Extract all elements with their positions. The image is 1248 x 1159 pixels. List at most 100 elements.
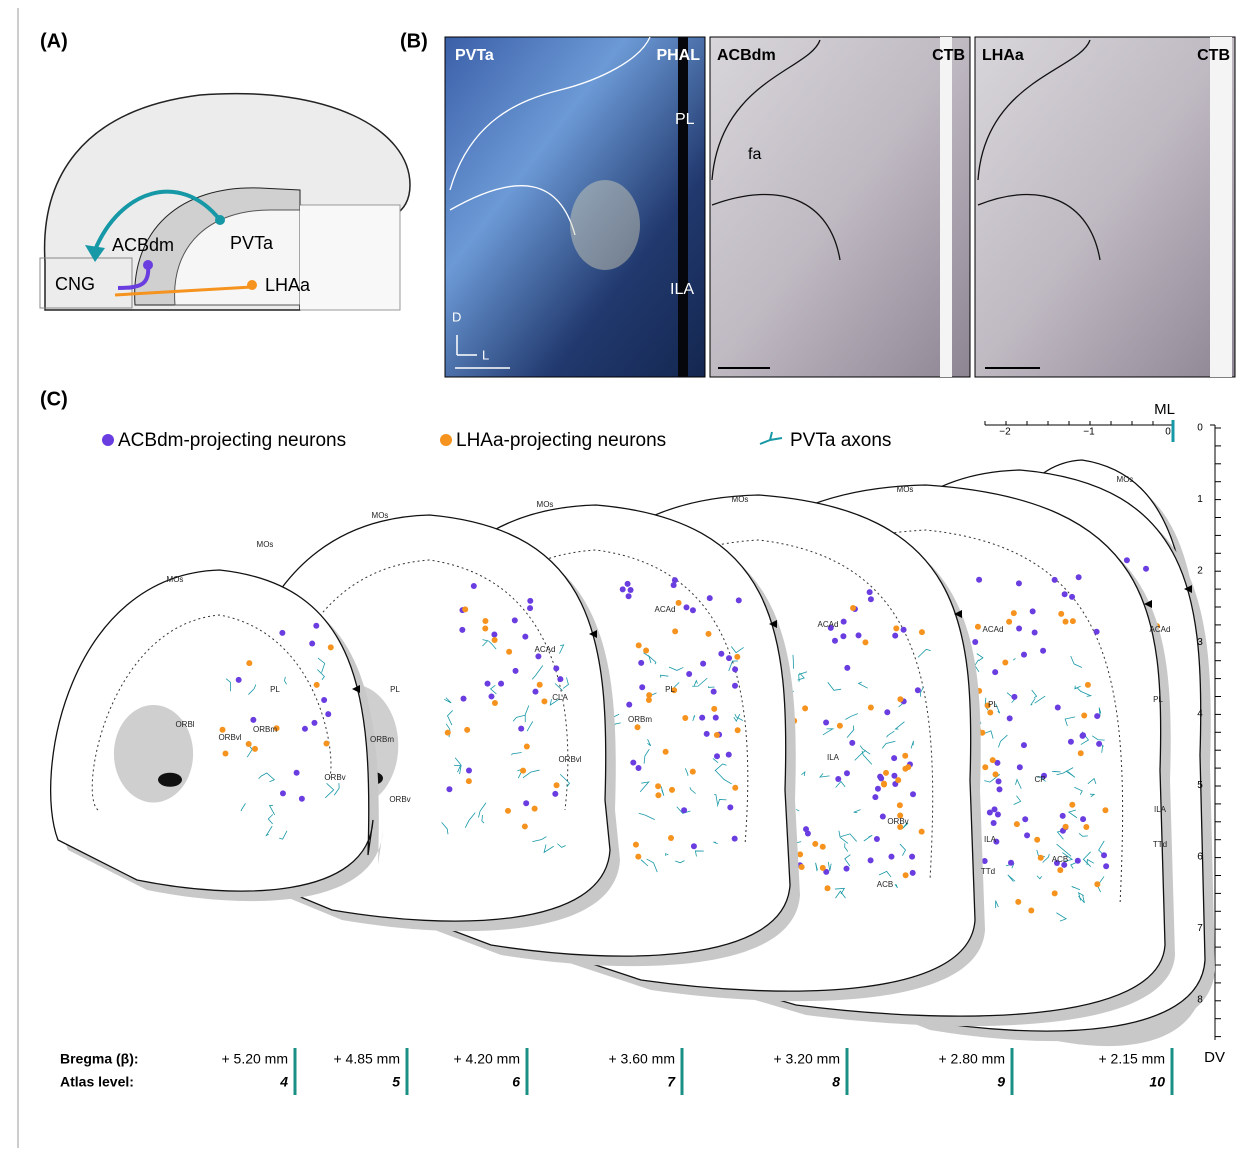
neuron xyxy=(1040,648,1046,654)
atlas-level: 6 xyxy=(512,1074,520,1090)
neuron xyxy=(726,655,732,661)
neuron xyxy=(522,634,528,640)
image-label: PVTa xyxy=(455,47,494,64)
neuron xyxy=(1016,580,1022,586)
neuron xyxy=(1096,741,1102,747)
neuron xyxy=(713,715,719,721)
neuron xyxy=(877,774,883,780)
neuron xyxy=(462,606,468,612)
neuron xyxy=(1069,802,1075,808)
neuron xyxy=(856,632,862,638)
ml-tick-label: −2 xyxy=(999,427,1011,438)
bregma-value: + 5.20 mm xyxy=(221,1051,288,1067)
bregma-value: + 2.15 mm xyxy=(1098,1051,1165,1067)
neuron xyxy=(314,682,320,688)
neuron xyxy=(892,633,898,639)
neuron xyxy=(862,639,868,645)
region-label: ILA xyxy=(827,753,840,762)
region-label: TTd xyxy=(981,867,995,876)
image-label: ILA xyxy=(670,281,694,298)
neuron xyxy=(987,709,993,715)
neuron xyxy=(868,704,874,710)
neuron xyxy=(1060,813,1066,819)
panel-c: (C) ACBdm-projecting neurons LHAa-projec… xyxy=(40,388,1225,1095)
neuron xyxy=(711,706,717,712)
micrograph xyxy=(975,37,1235,377)
neuron xyxy=(630,760,636,766)
fibers xyxy=(570,180,640,270)
region-label: CLA xyxy=(552,693,568,702)
neuron xyxy=(736,597,742,603)
region-label: MOs xyxy=(372,511,389,520)
region-label: ORBm xyxy=(628,715,652,724)
neuron xyxy=(1101,852,1107,858)
region-label: ORBvl xyxy=(218,733,241,742)
image-label: CTB xyxy=(932,47,965,64)
region-label: MOs xyxy=(897,485,914,494)
neuron xyxy=(541,698,547,704)
neuron xyxy=(523,800,529,806)
neuron xyxy=(482,626,488,632)
neuron xyxy=(901,627,907,633)
neuron xyxy=(888,854,894,860)
neuron xyxy=(1062,591,1068,597)
neuron xyxy=(471,583,477,589)
neuron xyxy=(313,623,319,629)
neuron xyxy=(823,720,829,726)
neuron xyxy=(883,770,889,776)
atlas-level: 8 xyxy=(832,1074,840,1090)
neuron xyxy=(872,794,878,800)
dv-tick-label: 1 xyxy=(1197,494,1203,505)
neuron xyxy=(975,624,981,630)
neuron xyxy=(279,630,285,636)
neuron xyxy=(633,842,639,848)
neuron xyxy=(280,790,286,796)
neuron xyxy=(655,792,661,798)
neuron xyxy=(909,854,915,860)
dv-tick-label: 8 xyxy=(1197,995,1203,1006)
region-label: ORBvl xyxy=(558,755,581,764)
neuron xyxy=(902,753,908,759)
neuron xyxy=(732,666,738,672)
region-label: PL xyxy=(390,685,400,694)
neuron xyxy=(895,777,901,783)
neuron xyxy=(868,857,874,863)
region-label: PL xyxy=(1153,695,1163,704)
region-label: ORBl xyxy=(175,720,194,729)
region-label: ORBv xyxy=(389,795,410,804)
image-label: fa xyxy=(748,146,761,163)
midline xyxy=(678,37,688,377)
bregma-value: + 4.85 mm xyxy=(333,1051,400,1067)
neuron xyxy=(1034,837,1040,843)
region-label: ACAd xyxy=(535,645,556,654)
neuron xyxy=(1102,807,1108,813)
neuron xyxy=(1017,764,1023,770)
neuron xyxy=(250,717,256,723)
neuron xyxy=(837,723,843,729)
neuron xyxy=(844,770,850,776)
neuron xyxy=(919,829,925,835)
neuron xyxy=(850,605,856,611)
region-label: ILA xyxy=(1154,805,1167,814)
dv-tick-label: 7 xyxy=(1197,923,1203,934)
neuron xyxy=(812,841,818,847)
neuron xyxy=(626,593,632,599)
neuron xyxy=(714,732,720,738)
pvta-dot xyxy=(215,215,225,225)
neuron xyxy=(1014,821,1020,827)
ml-tick-label: 0 xyxy=(1165,427,1171,438)
neuron xyxy=(325,711,331,717)
legend-dot xyxy=(440,434,452,446)
neuron xyxy=(1124,557,1130,563)
region-label: ACAd xyxy=(983,625,1004,634)
neuron xyxy=(485,681,491,687)
neuron xyxy=(799,864,805,870)
region-label: MOs xyxy=(732,495,749,504)
neuron xyxy=(625,581,631,587)
acb-dot xyxy=(143,260,153,270)
neuron xyxy=(646,697,652,703)
neuron xyxy=(635,724,641,730)
neuron xyxy=(1006,619,1012,625)
neuron xyxy=(732,836,738,842)
scale-title: DV xyxy=(1204,1049,1225,1066)
